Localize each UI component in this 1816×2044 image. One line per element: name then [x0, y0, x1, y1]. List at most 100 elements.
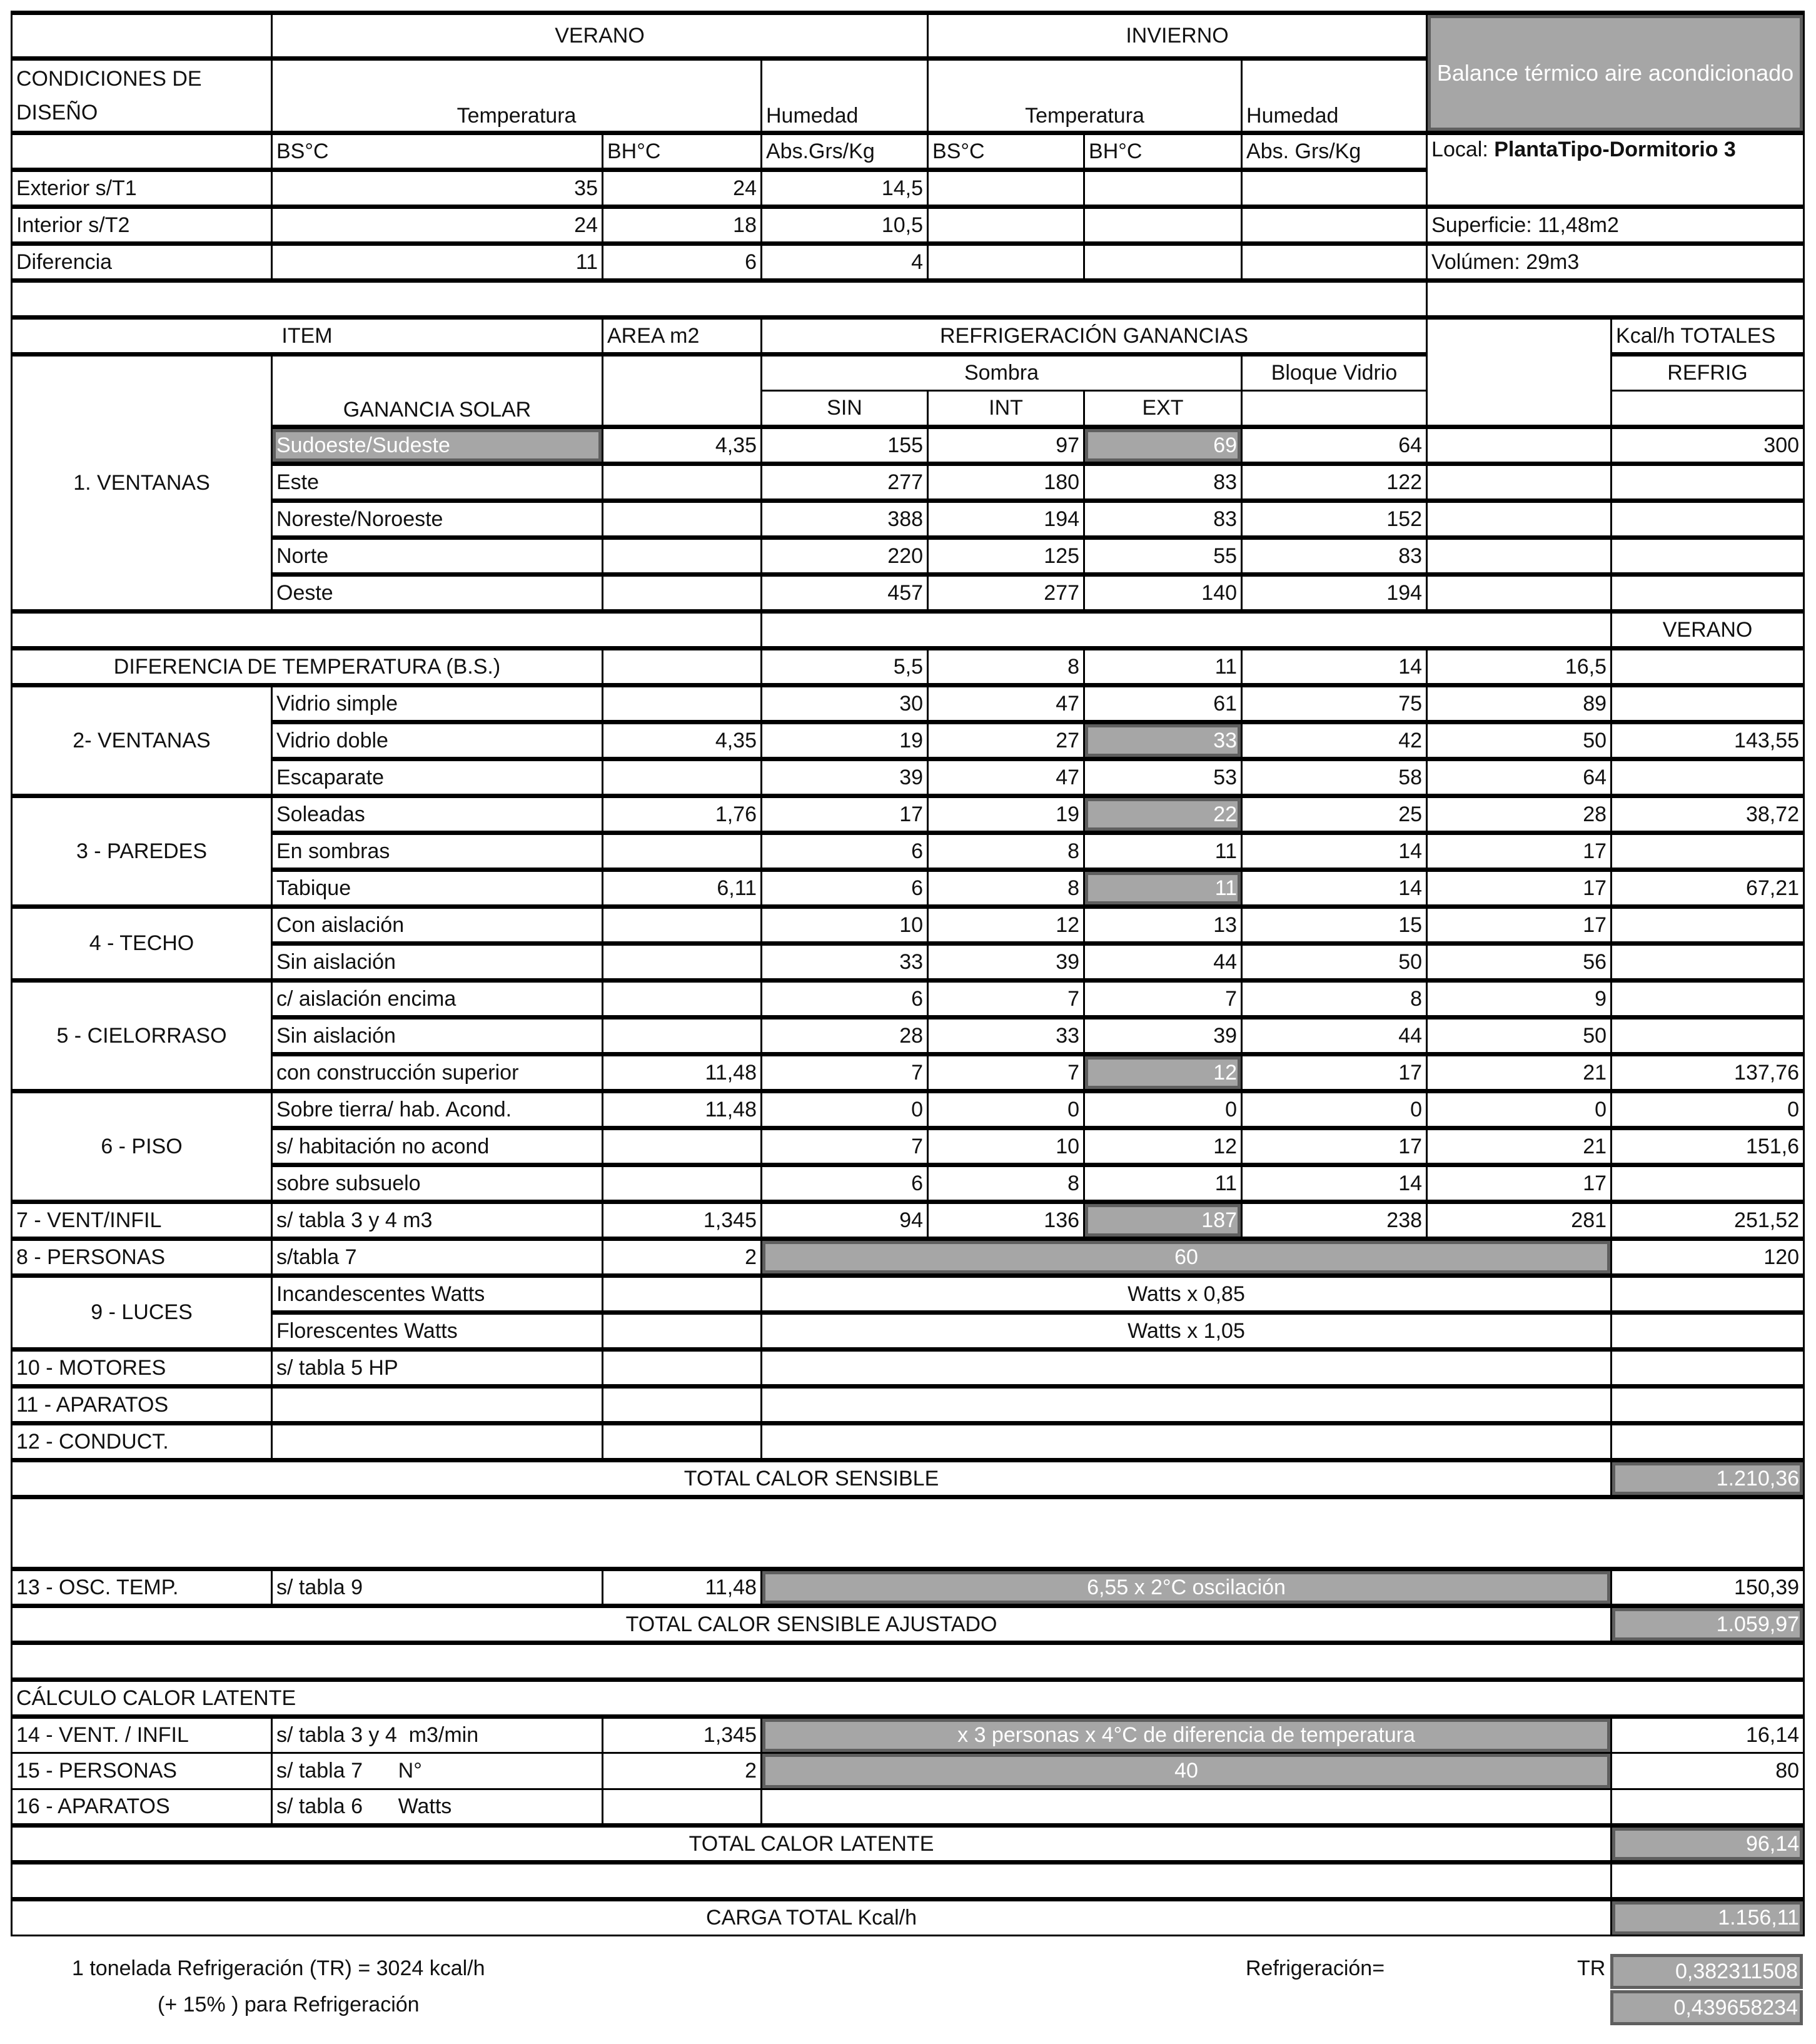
total-sensible-value: 1.210,36	[1610, 1458, 1805, 1498]
total-latente-value: 96,14	[1610, 1823, 1805, 1863]
orientation-ext: 55	[1083, 535, 1243, 575]
section-label: 5 - CIELORRASO	[11, 978, 273, 1092]
empty-cell	[11, 609, 762, 649]
value-extra: 17	[1426, 868, 1613, 908]
table-row: 6 - PISO Sobre tierra/ hab. Acond. 11,48…	[11, 1089, 1805, 1203]
value-extra: 28	[1426, 794, 1613, 834]
empty-cell	[1610, 1788, 1805, 1826]
verano-bs-header: BS°C	[271, 131, 603, 171]
empty-cell	[602, 1347, 762, 1387]
local-info: Local: PlantaTipo-Dormitorio 3	[1426, 131, 1805, 208]
thermal-balance-table: VERANO INVIERNO Balance térmico aire aco…	[10, 11, 1805, 1936]
empty-cell	[1241, 390, 1428, 428]
vent-bloque-vidrio: 238	[1241, 1200, 1428, 1240]
value-bloque-vidrio: 8	[1241, 978, 1428, 1018]
season-label: VERANO	[1610, 609, 1805, 649]
empty-cell	[1610, 646, 1805, 686]
value-extra: 17	[1426, 831, 1613, 871]
empty-cell	[1241, 205, 1428, 245]
value-bloque-vidrio: 75	[1241, 683, 1428, 723]
tr-value: 0,382311508	[1610, 1954, 1803, 1989]
value-extra: 56	[1426, 941, 1613, 981]
empty-cell	[1610, 1347, 1805, 1387]
empty-cell	[1083, 168, 1243, 208]
orientation-name: Sudoeste/Sudeste	[271, 425, 603, 465]
personas-label: 8 - PERSONAS	[11, 1237, 273, 1277]
superficie: Superficie: 11,48m2	[1426, 205, 1805, 245]
empty-cell	[271, 1384, 603, 1424]
orientation-int: 194	[927, 498, 1086, 539]
value-int: 7	[927, 978, 1086, 1018]
empty-cell	[1241, 241, 1428, 281]
empty-cell	[1610, 1860, 1805, 1900]
int-header: INT	[927, 390, 1086, 428]
orientation-sin: 155	[760, 425, 929, 465]
spacer-row	[10, 1641, 1805, 1681]
value-bloque-vidrio: 25	[1241, 794, 1428, 834]
dif-temp-value: 11	[1083, 646, 1243, 686]
orientation-area	[602, 462, 762, 502]
row-total	[1610, 1163, 1805, 1203]
empty-cell	[1083, 241, 1243, 281]
vent-sin: 94	[760, 1200, 929, 1240]
value-sin: 0	[760, 1089, 929, 1129]
orientation-bloque-vidrio: 122	[1241, 462, 1428, 502]
orientation-int: 97	[927, 425, 1086, 465]
empty-cell	[1610, 1273, 1805, 1313]
orientation-int: 277	[927, 572, 1086, 612]
row-total	[1610, 978, 1805, 1018]
row-area	[602, 1126, 762, 1166]
row-name: Sobre tierra/ hab. Acond.	[271, 1089, 603, 1129]
orientation-int: 125	[927, 535, 1086, 575]
empty-cell	[927, 205, 1086, 245]
value-extra: 21	[1426, 1126, 1613, 1166]
orientation-total	[1610, 572, 1805, 612]
value-extra: 17	[1426, 904, 1613, 944]
osc-area: 11,48	[602, 1567, 762, 1607]
invierno-abs-header: Abs. Grs/Kg	[1241, 131, 1428, 171]
orientation-name: Este	[271, 462, 603, 502]
dif-temp-value: 5,5	[760, 646, 929, 686]
value-ext: 61	[1083, 683, 1243, 723]
value-int: 39	[927, 941, 1086, 981]
row-name: sobre subsuelo	[271, 1163, 603, 1203]
empty-cell	[1426, 462, 1613, 502]
invierno-bh-header: BH°C	[1083, 131, 1243, 171]
empty-cell	[760, 1347, 1613, 1387]
value-bloque-vidrio: 14	[1241, 1163, 1428, 1203]
design-abs: 4	[760, 241, 929, 281]
value-bloque-vidrio: 58	[1241, 757, 1428, 797]
conduct-label: 12 - CONDUCT.	[11, 1421, 273, 1461]
invierno-header: INVIERNO	[927, 11, 1428, 59]
vent-label: 7 - VENT/INFIL	[11, 1200, 273, 1240]
value-int: 10	[927, 1126, 1086, 1166]
value-bloque-vidrio: 0	[1241, 1089, 1428, 1129]
orientation-bloque-vidrio: 64	[1241, 425, 1428, 465]
latente-aparatos-ref: s/ tabla 6 Watts	[271, 1788, 603, 1826]
value-extra: 89	[1426, 683, 1613, 723]
ventanas-section-label: 1. VENTANAS	[11, 352, 273, 612]
row-name: Vidrio simple	[271, 683, 603, 723]
value-ext: 0	[1083, 1089, 1243, 1129]
row-name: En sombras	[271, 831, 603, 871]
orientation-ext: 69	[1083, 425, 1243, 465]
orientation-total	[1610, 498, 1805, 539]
osc-total: 150,39	[1610, 1567, 1805, 1607]
kcal-totales-header: Kcal/h TOTALES	[1610, 315, 1805, 355]
value-ext: 11	[1083, 1163, 1243, 1203]
luces-incandescentes: Incandescentes Watts	[271, 1273, 603, 1313]
personas-total: 120	[1610, 1237, 1805, 1277]
row-total: 143,55	[1610, 720, 1805, 760]
osc-ref: s/ tabla 9	[271, 1567, 603, 1607]
value-bloque-vidrio: 42	[1241, 720, 1428, 760]
luces-label: 9 - LUCES	[11, 1273, 273, 1350]
empty-cell	[602, 1273, 762, 1313]
value-ext: 12	[1083, 1052, 1243, 1092]
latente-vent-qty: 1,345	[602, 1714, 762, 1754]
value-bloque-vidrio: 17	[1241, 1052, 1428, 1092]
section-label: 6 - PISO	[11, 1089, 273, 1203]
spacer-row	[10, 1495, 1805, 1570]
value-ext: 11	[1083, 831, 1243, 871]
value-sin: 6	[760, 868, 929, 908]
spacer-row	[10, 1860, 1613, 1900]
